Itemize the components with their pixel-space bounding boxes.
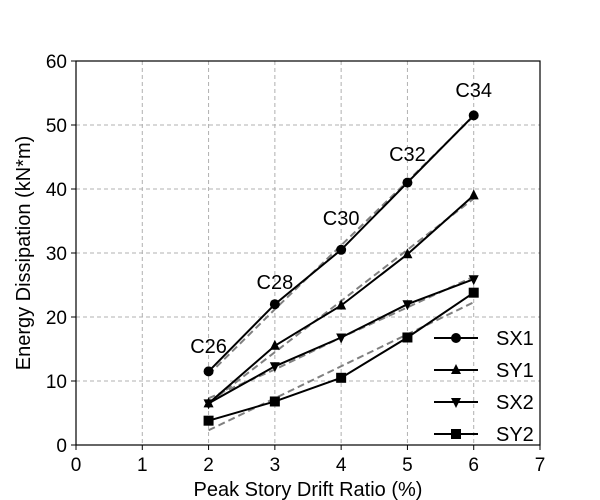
y-tick-label: 40 (46, 180, 67, 201)
x-tick-label: 4 (336, 455, 347, 476)
x-tick-label: 7 (535, 455, 546, 476)
data-point-sx1 (269, 299, 280, 310)
data-point-sx2 (203, 399, 214, 410)
legend-label-sx2: SX2 (496, 392, 534, 414)
y-tick-label: 60 (46, 52, 67, 73)
annotation-label: C34 (455, 80, 492, 102)
data-point-sy1 (468, 189, 479, 200)
data-point-sy2 (468, 287, 479, 298)
annotation-label: C32 (389, 144, 426, 166)
legend-label-sy2: SY2 (496, 424, 534, 446)
x-tick-label: 0 (71, 455, 82, 476)
x-tick-label: 2 (203, 455, 214, 476)
legend-label-sy1: SY1 (496, 360, 534, 382)
x-tick-label: 3 (270, 455, 281, 476)
data-point-sx2 (468, 275, 479, 286)
data-point-sy2 (402, 332, 413, 343)
x-tick-label: 5 (402, 455, 413, 476)
annotation-label: C28 (257, 272, 294, 294)
legend-marker-sy2 (451, 429, 461, 439)
data-series (203, 110, 479, 426)
data-point-sy1 (336, 299, 347, 310)
data-point-sx1 (402, 177, 413, 188)
y-tick-label: 0 (56, 436, 67, 457)
annotations: C26 C28 C30 C32 C34 (190, 80, 492, 358)
data-point-sy2 (203, 415, 214, 426)
annotation-label: C26 (190, 336, 227, 358)
data-point-sy2 (269, 396, 280, 407)
data-point-sx1 (468, 110, 479, 121)
y-tick-label: 30 (46, 244, 67, 265)
annotation-label: C30 (323, 208, 360, 230)
axis-ticks: 0 1 2 3 4 5 6 7 0 10 20 30 40 50 60 (46, 52, 545, 476)
legend-marker-sx2 (451, 398, 461, 408)
data-point-sy1 (269, 339, 280, 350)
data-point-sx2 (402, 300, 413, 311)
y-tick-label: 50 (46, 116, 67, 137)
data-point-sx2 (269, 362, 280, 373)
data-point-sx1 (336, 244, 347, 255)
data-point-sx1 (203, 366, 214, 377)
x-axis-title: Peak Story Drift Ratio (%) (194, 479, 423, 500)
data-point-sy2 (336, 372, 347, 383)
y-tick-label: 20 (46, 308, 67, 329)
x-tick-label: 1 (137, 455, 148, 476)
y-axis-title: Energy Dissipation (kN*m) (13, 136, 35, 371)
data-point-sy1 (402, 248, 413, 259)
data-point-sx2 (336, 333, 347, 344)
y-tick-label: 10 (46, 372, 67, 393)
x-tick-label: 6 (468, 455, 479, 476)
legend: SX1 SY1 SX2 SY2 (434, 328, 534, 446)
legend-marker-sx1 (451, 333, 461, 343)
legend-marker-sy1 (451, 364, 461, 374)
legend-label-sx1: SX1 (496, 328, 534, 350)
